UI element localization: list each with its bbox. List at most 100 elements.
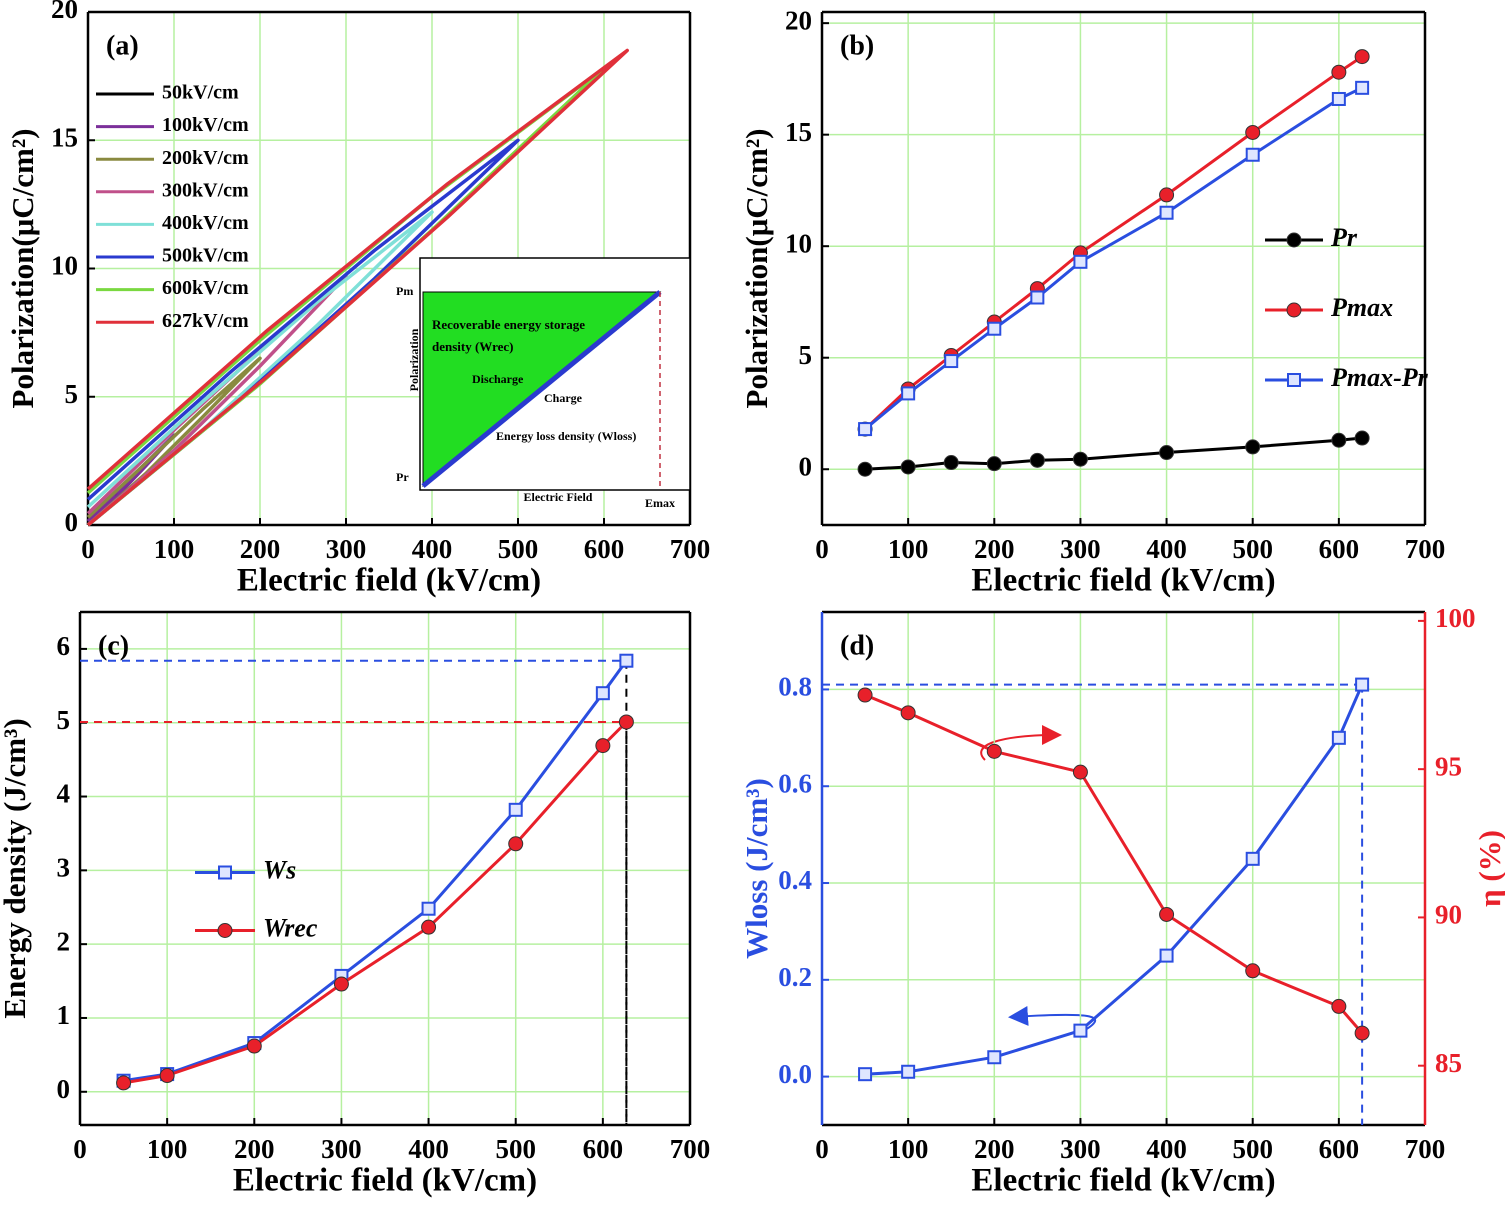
- y-tick-label: 3: [57, 853, 71, 883]
- series-line: [864, 86, 1363, 431]
- inset-label: Pm: [396, 284, 413, 298]
- legend-label: Wrec: [263, 913, 318, 942]
- point: [986, 743, 1002, 759]
- inset-label: Electric Field: [524, 490, 593, 504]
- x-tick-label: 100: [888, 1134, 929, 1164]
- inset-label: Discharge: [472, 372, 524, 386]
- x-axis-title: Electric field (kV/cm): [971, 563, 1275, 599]
- legend-label: 627kV/cm: [162, 310, 249, 332]
- x-tick-label: 600: [583, 1134, 624, 1164]
- series-line: [123, 720, 628, 1085]
- series-line: [865, 436, 1363, 471]
- point: [1159, 205, 1174, 220]
- point: [1159, 906, 1175, 922]
- x-tick-label: 700: [1405, 534, 1446, 564]
- point: [1159, 948, 1174, 963]
- legend-label: 500kV/cm: [162, 245, 249, 267]
- point: [900, 705, 916, 721]
- x-tick-label: 500: [495, 1134, 536, 1164]
- point: [1331, 730, 1346, 745]
- y2-tick-label: 95: [1435, 751, 1462, 781]
- point: [508, 802, 523, 817]
- point: [1073, 1023, 1088, 1038]
- inset-label: Charge: [544, 391, 583, 405]
- legend-label: 600kV/cm: [162, 277, 249, 299]
- y-tick-label: 10: [785, 228, 812, 258]
- y-axis-title: Polarization(μC/cm²): [5, 129, 40, 409]
- inset-curve: [421, 290, 662, 488]
- x-tick-label: 0: [815, 534, 829, 564]
- point: [987, 1050, 1002, 1065]
- inset-label: density (Wrec): [432, 339, 513, 354]
- inset-label: Energy loss density (Wloss): [496, 429, 636, 443]
- series-line: [864, 693, 1364, 1035]
- y-tick-label: 0: [57, 1074, 71, 1104]
- y-tick-label: 5: [65, 379, 79, 409]
- point: [943, 455, 959, 471]
- x-tick-label: 400: [1146, 1134, 1187, 1164]
- legend-label: Pmax-Pr: [1330, 363, 1429, 392]
- x-axis-title: Electric field (kV/cm): [237, 563, 541, 599]
- x-tick-label: 400: [412, 534, 453, 564]
- point: [1072, 451, 1088, 467]
- point: [1159, 445, 1175, 461]
- point: [1030, 290, 1045, 305]
- panel-label: (c): [98, 630, 129, 661]
- point: [1245, 147, 1260, 162]
- x-tick-label: 300: [326, 534, 367, 564]
- point: [987, 321, 1002, 336]
- y-tick-label: 6: [57, 631, 71, 661]
- y-tick-label: 0.4: [778, 865, 812, 895]
- series-line: [123, 659, 628, 1083]
- point: [1245, 963, 1261, 979]
- inset-label: Polarization: [407, 328, 421, 391]
- series-line: [86, 48, 629, 527]
- x-tick-label: 600: [1319, 534, 1360, 564]
- legend-marker: [218, 865, 232, 880]
- panel-label: (b): [840, 30, 874, 61]
- point: [1073, 254, 1088, 269]
- y-axis-title: Energy density (J/cm³): [0, 718, 32, 1018]
- point: [1072, 764, 1088, 780]
- y2-tick-label: 90: [1435, 900, 1462, 930]
- axis-arrow: [1008, 1005, 1097, 1031]
- legend-marker: [1286, 302, 1302, 318]
- legend-label: Pr: [1330, 223, 1358, 252]
- panel-label: (a): [106, 30, 139, 61]
- y2-axis-title: η (%): [1472, 830, 1505, 907]
- legend-marker: [217, 923, 233, 938]
- x-tick-label: 200: [974, 1134, 1015, 1164]
- point: [900, 459, 916, 475]
- point: [1331, 998, 1347, 1014]
- x-tick-label: 700: [670, 534, 711, 564]
- y-tick-label: 0.2: [778, 962, 812, 992]
- legend-label: 100kV/cm: [162, 114, 249, 136]
- y2-tick-label: 85: [1435, 1048, 1462, 1078]
- point: [1331, 64, 1347, 80]
- point: [1245, 124, 1261, 140]
- point: [421, 919, 437, 935]
- y-tick-label: 15: [51, 122, 78, 152]
- point: [116, 1075, 132, 1091]
- point: [1159, 187, 1175, 203]
- x-tick-label: 200: [234, 1134, 275, 1164]
- x-tick-label: 0: [815, 1134, 829, 1164]
- point: [858, 1067, 873, 1082]
- series-line: [865, 684, 1364, 1076]
- x-tick-label: 300: [1060, 534, 1101, 564]
- inset-label: Emax: [645, 496, 675, 510]
- point: [1245, 851, 1260, 866]
- x-tick-label: 600: [584, 534, 625, 564]
- point: [421, 901, 436, 916]
- x-axis-title: Electric field (kV/cm): [971, 1163, 1275, 1199]
- y-tick-label: 0: [65, 507, 79, 537]
- x-tick-label: 200: [240, 534, 281, 564]
- point: [619, 653, 634, 668]
- y-tick-label: 5: [57, 705, 71, 735]
- point: [857, 687, 873, 703]
- point: [508, 836, 524, 852]
- series-line: [864, 55, 1363, 431]
- point: [901, 386, 916, 401]
- point: [246, 1038, 262, 1054]
- x-tick-label: 500: [1232, 1134, 1273, 1164]
